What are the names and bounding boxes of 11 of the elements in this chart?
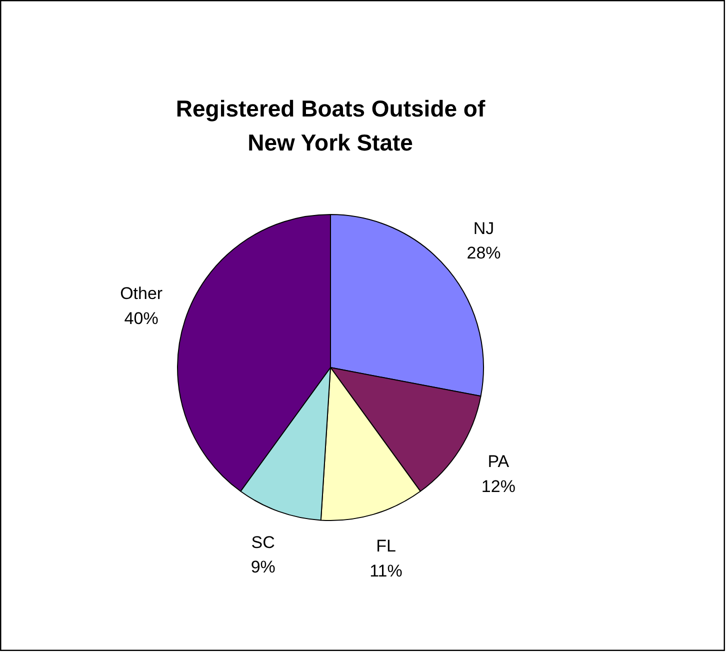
slice-label: PA [488,452,510,472]
data-label: 11% [370,561,402,580]
slice-label: FL [376,536,396,556]
slice-label: Other [120,284,163,304]
chart-title: Registered Boats Outside of New York State [176,96,486,156]
data-label: 40% [124,308,158,328]
slice-label: NJ [473,218,494,238]
data-label: 9% [250,557,276,576]
slice-label: SC [251,532,275,552]
data-label: 12% [481,476,516,496]
data-label: 28% [466,244,501,263]
